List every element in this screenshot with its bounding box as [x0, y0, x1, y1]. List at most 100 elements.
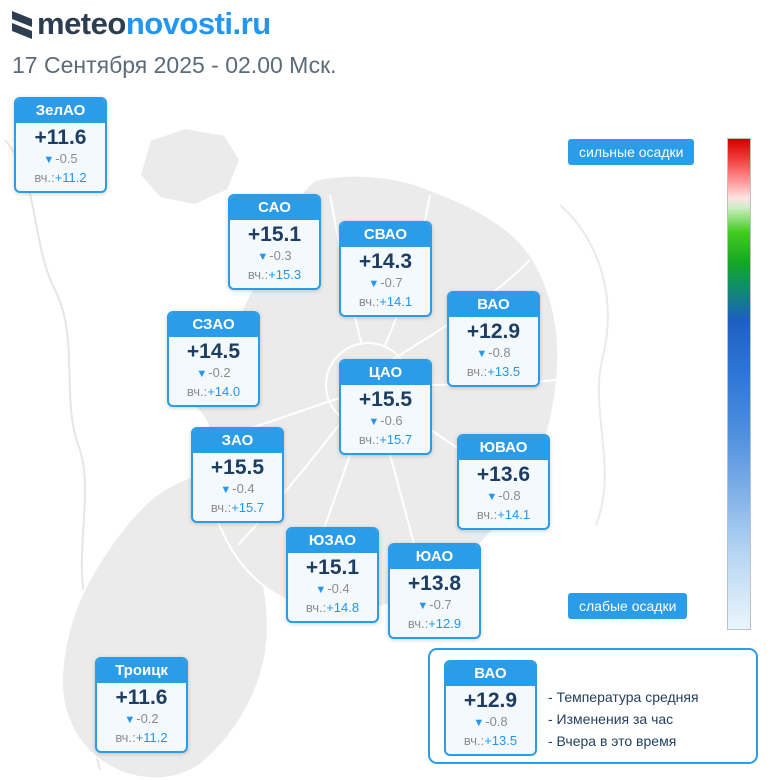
district-name: САО: [230, 196, 319, 220]
down-arrow-icon: ▼: [486, 491, 498, 503]
district-name: Троицк: [97, 659, 186, 683]
zelenograd-area: [138, 126, 242, 207]
district-change: -0.3: [269, 248, 292, 263]
district-card-body: +14.5 ▼-0.2 вч.:+14.0: [169, 337, 258, 405]
district-yesterday: +13.5: [484, 733, 518, 748]
district-card-body: +13.6 ▼-0.8 вч.:+14.1: [459, 460, 548, 528]
down-arrow-icon: ▼: [476, 348, 488, 360]
district-change-row: ▼-0.7: [390, 596, 479, 615]
district-yesterday-row: вч.:+11.2: [97, 729, 186, 746]
district-temp: +15.5: [210, 456, 265, 479]
district-temp: +15.1: [247, 223, 302, 246]
district-card-body: +15.1 ▼-0.4 вч.:+14.8: [288, 553, 377, 621]
down-arrow-icon: ▼: [43, 154, 55, 166]
sample-district-card: ВАО +12.9 ▼-0.8 вч.:+13.5: [444, 660, 537, 756]
yesterday-label: вч.:: [186, 384, 208, 399]
district-card-sao[interactable]: САО +15.1 ▼-0.3 вч.:+15.3: [228, 194, 321, 290]
legend-weak-precip: слабые осадки: [568, 593, 688, 619]
district-change: -0.4: [232, 481, 255, 496]
district-temp: +15.5: [358, 388, 413, 411]
district-name: ВАО: [449, 293, 538, 317]
district-change: -0.8: [498, 488, 521, 503]
district-yesterday: +15.7: [379, 432, 413, 447]
district-change-row: ▼-0.6: [341, 412, 430, 431]
district-yesterday-row: вч.:+13.5: [446, 732, 535, 749]
yesterday-label: вч.:: [358, 294, 380, 309]
legend-line-yesterday: - Вчера в это время: [548, 733, 677, 749]
down-arrow-icon: ▼: [257, 251, 269, 263]
down-arrow-icon: ▼: [473, 717, 485, 729]
logo-text-meteo: meteo: [37, 6, 126, 41]
district-yesterday-row: вч.:+15.7: [341, 431, 430, 448]
district-name: СЗАО: [169, 313, 258, 337]
district-change-row: ▼-0.4: [193, 480, 282, 499]
district-yesterday: +14.1: [497, 507, 531, 522]
district-temp: +14.5: [186, 340, 241, 363]
district-yesterday: +15.3: [268, 267, 302, 282]
district-yesterday-row: вч.:+11.2: [16, 169, 105, 186]
oblast-boundary-right: [559, 204, 609, 526]
district-yesterday: +13.5: [487, 364, 521, 379]
yesterday-label: вч.:: [210, 500, 232, 515]
district-card-body: +14.3 ▼-0.7 вч.:+14.1: [341, 247, 430, 315]
district-temp: +13.8: [407, 572, 462, 595]
district-yesterday: +14.0: [207, 384, 241, 399]
precipitation-scale-bar: [727, 138, 751, 630]
down-arrow-icon: ▼: [315, 584, 327, 596]
district-yesterday-row: вч.:+14.0: [169, 383, 258, 400]
district-card-yuao[interactable]: ЮАО +13.8 ▼-0.7 вч.:+12.9: [388, 543, 481, 639]
district-card-zelao[interactable]: ЗелАО +11.6 ▼-0.5 вч.:+11.2: [14, 97, 107, 193]
district-yesterday-row: вч.:+14.1: [341, 293, 430, 310]
district-name: ЮАО: [390, 545, 479, 569]
district-card-troitsk[interactable]: Троицк +11.6 ▼-0.2 вч.:+11.2: [95, 657, 188, 753]
district-change-row: ▼-0.8: [446, 713, 535, 732]
district-card-vao[interactable]: ВАО +12.9 ▼-0.8 вч.:+13.5: [447, 291, 540, 387]
district-card-body: +11.6 ▼-0.5 вч.:+11.2: [16, 123, 105, 191]
date-line: 17 Сентября 2025 - 02.00 Мск.: [12, 52, 337, 78]
legend-line-temp: - Температура средняя: [548, 689, 699, 705]
district-card-yuzao[interactable]: ЮЗАО +15.1 ▼-0.4 вч.:+14.8: [286, 527, 379, 623]
yesterday-label: вч.:: [407, 616, 429, 631]
yesterday-label: вч.:: [247, 267, 269, 282]
legend-explanation-box: ВАО +12.9 ▼-0.8 вч.:+13.5 - Температура …: [428, 648, 758, 764]
district-change-row: ▼-0.2: [169, 364, 258, 383]
district-card-yuvao[interactable]: ЮВАО +13.6 ▼-0.8 вч.:+14.1: [457, 434, 550, 530]
district-card-cao[interactable]: ЦАО +15.5 ▼-0.6 вч.:+15.7: [339, 359, 432, 455]
yesterday-label: вч.:: [34, 170, 55, 185]
district-name: ЮЗАО: [288, 529, 377, 553]
district-change: -0.2: [136, 711, 159, 726]
yesterday-label: вч.:: [305, 600, 327, 615]
district-change-row: ▼-0.2: [97, 710, 186, 729]
district-change-row: ▼-0.3: [230, 247, 319, 266]
district-yesterday-row: вч.:+15.3: [230, 266, 319, 283]
district-card-body: +15.1 ▼-0.3 вч.:+15.3: [230, 220, 319, 288]
yesterday-label: вч.:: [463, 733, 485, 748]
district-card-body: +12.9 ▼-0.8 вч.:+13.5: [449, 317, 538, 385]
district-change-row: ▼-0.8: [449, 344, 538, 363]
district-change: -0.7: [380, 275, 403, 290]
district-card-svao[interactable]: СВАО +14.3 ▼-0.7 вч.:+14.1: [339, 221, 432, 317]
district-card-szao[interactable]: СЗАО +14.5 ▼-0.2 вч.:+14.0: [167, 311, 260, 407]
district-yesterday: +14.1: [379, 294, 413, 309]
yesterday-label: вч.:: [466, 364, 488, 379]
district-name: ЗАО: [193, 429, 282, 453]
district-temp: +12.9: [466, 320, 521, 343]
district-card-body: +11.6 ▼-0.2 вч.:+11.2: [97, 683, 186, 751]
district-card-body: +12.9 ▼-0.8 вч.:+13.5: [446, 686, 535, 754]
district-temp: +12.9: [463, 689, 518, 712]
district-temp: +13.6: [476, 463, 531, 486]
site-logo[interactable]: meteo novosti.ru: [8, 6, 271, 42]
legend-strong-precip: сильные осадки: [568, 139, 695, 165]
yesterday-label: вч.:: [476, 507, 498, 522]
district-change-row: ▼-0.8: [459, 487, 548, 506]
district-change: -0.8: [485, 714, 508, 729]
district-change-row: ▼-0.7: [341, 274, 430, 293]
district-yesterday: +11.2: [54, 170, 87, 185]
district-card-body: +15.5 ▼-0.4 вч.:+15.7: [193, 453, 282, 521]
district-yesterday: +15.7: [231, 500, 265, 515]
district-yesterday: +12.9: [428, 616, 462, 631]
district-yesterday: +14.8: [326, 600, 360, 615]
district-card-zao[interactable]: ЗАО +15.5 ▼-0.4 вч.:+15.7: [191, 427, 284, 523]
district-yesterday-row: вч.:+14.8: [288, 599, 377, 616]
down-arrow-icon: ▼: [196, 368, 208, 380]
